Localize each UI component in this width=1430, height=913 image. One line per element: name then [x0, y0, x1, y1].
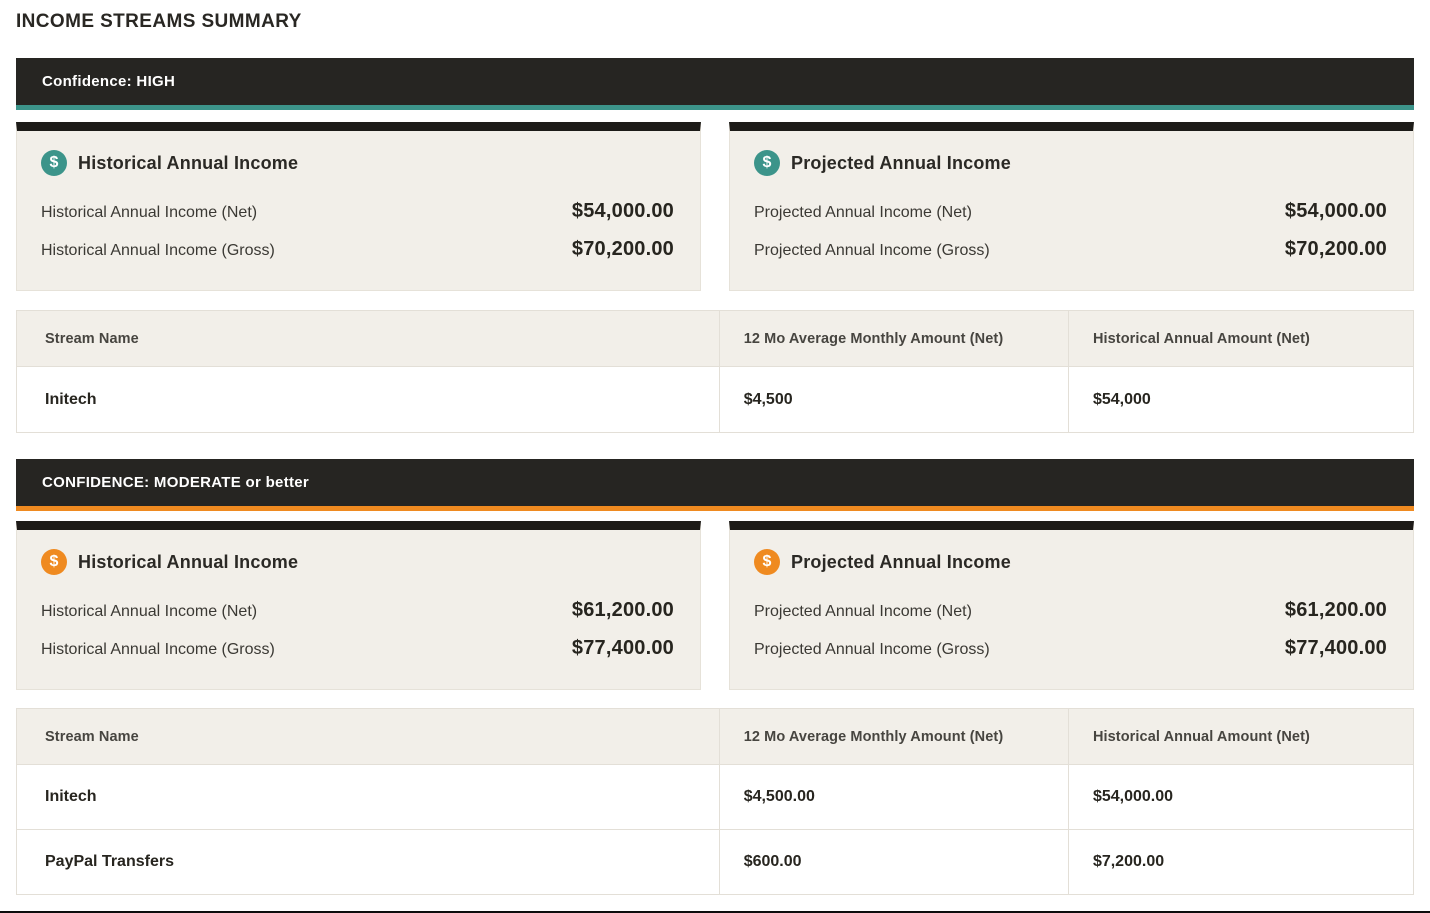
column-header-annual-amount: Historical Annual Amount (Net) [1067, 310, 1415, 367]
historical-annual-income-card: $ Historical Annual Income Historical An… [16, 122, 701, 291]
projected-annual-income-card: $ Projected Annual Income Projected Annu… [729, 521, 1414, 690]
summary-cards-row: $ Historical Annual Income Historical An… [16, 521, 1414, 690]
table-header-row: Stream Name 12 Mo Average Monthly Amount… [16, 310, 1415, 367]
card-row: Historical Annual Income (Gross) $77,400… [41, 637, 674, 660]
card-row: Projected Annual Income (Net) $54,000.00 [754, 200, 1387, 223]
card-title: Projected Annual Income [791, 551, 1011, 572]
table-row: PayPal Transfers $600.00 $7,200.00 [16, 829, 1415, 895]
card-row-label: Historical Annual Income (Gross) [41, 641, 275, 658]
column-header-monthly-amount: 12 Mo Average Monthly Amount (Net) [718, 708, 1069, 765]
cell-monthly-amount: $600.00 [718, 829, 1069, 895]
confidence-banner-label: CONFIDENCE: MODERATE or better [42, 474, 310, 491]
table-header-row: Stream Name 12 Mo Average Monthly Amount… [16, 708, 1415, 765]
dollar-circle-icon: $ [754, 150, 780, 176]
dollar-circle-icon: $ [41, 150, 67, 176]
income-streams-table-moderate: Stream Name 12 Mo Average Monthly Amount… [16, 708, 1415, 895]
card-header: $ Historical Annual Income [41, 150, 674, 176]
card-row-label: Projected Annual Income (Net) [754, 603, 972, 620]
cell-stream-name: Initech [16, 366, 720, 433]
card-row-value: $61,200.00 [1284, 599, 1387, 621]
cell-stream-name: PayPal Transfers [16, 829, 720, 895]
confidence-banner-label: Confidence: HIGH [42, 73, 176, 90]
card-row-label: Historical Annual Income (Net) [41, 603, 258, 620]
card-row-value: $70,200.00 [571, 238, 674, 260]
card-row: Projected Annual Income (Gross) $77,400.… [754, 637, 1387, 660]
card-row-value: $77,400.00 [1284, 637, 1387, 659]
column-header-annual-amount: Historical Annual Amount (Net) [1067, 708, 1415, 765]
card-row-label: Historical Annual Income (Net) [41, 204, 258, 221]
table-row: Initech $4,500.00 $54,000.00 [16, 764, 1415, 830]
card-row-label: Projected Annual Income (Net) [754, 204, 972, 221]
cell-annual-amount: $54,000.00 [1067, 764, 1415, 830]
dollar-circle-icon: $ [41, 549, 67, 575]
cell-annual-amount: $54,000 [1067, 366, 1415, 433]
cell-stream-name: Initech [16, 764, 720, 830]
card-row-value: $70,200.00 [1284, 238, 1387, 260]
card-title: Historical Annual Income [78, 152, 299, 173]
card-row-value: $54,000.00 [571, 200, 674, 222]
bottom-bar [0, 911, 1430, 913]
confidence-accent-underline [16, 105, 1414, 110]
confidence-banner-high: Confidence: HIGH [16, 58, 1414, 105]
cell-monthly-amount: $4,500 [718, 366, 1069, 433]
section-confidence-high: Confidence: HIGH $ Historical Annual Inc… [16, 58, 1415, 433]
card-header: $ Projected Annual Income [754, 150, 1387, 176]
card-title: Historical Annual Income [78, 551, 299, 572]
income-streams-summary-page: INCOME STREAMS SUMMARY Confidence: HIGH … [0, 11, 1430, 895]
historical-annual-income-card: $ Historical Annual Income Historical An… [16, 521, 701, 690]
card-row: Historical Annual Income (Net) $61,200.0… [41, 599, 674, 622]
card-header: $ Historical Annual Income [41, 549, 674, 575]
cell-annual-amount: $7,200.00 [1067, 829, 1415, 895]
section-confidence-moderate: CONFIDENCE: MODERATE or better $ Histori… [16, 459, 1415, 895]
card-row-label: Projected Annual Income (Gross) [754, 641, 990, 658]
card-row-label: Projected Annual Income (Gross) [754, 242, 990, 259]
card-row-label: Historical Annual Income (Gross) [41, 242, 275, 259]
card-row: Historical Annual Income (Gross) $70,200… [41, 238, 674, 261]
income-streams-table-high: Stream Name 12 Mo Average Monthly Amount… [16, 310, 1415, 433]
cell-monthly-amount: $4,500.00 [718, 764, 1069, 830]
column-header-monthly-amount: 12 Mo Average Monthly Amount (Net) [718, 310, 1069, 367]
table-row: Initech $4,500 $54,000 [16, 366, 1415, 433]
card-row: Projected Annual Income (Gross) $70,200.… [754, 238, 1387, 261]
column-header-stream-name: Stream Name [16, 708, 720, 765]
card-header: $ Projected Annual Income [754, 549, 1387, 575]
confidence-banner-moderate: CONFIDENCE: MODERATE or better [16, 459, 1414, 506]
confidence-accent-underline [16, 506, 1414, 511]
projected-annual-income-card: $ Projected Annual Income Projected Annu… [729, 122, 1414, 291]
card-row: Historical Annual Income (Net) $54,000.0… [41, 200, 674, 223]
page-title: INCOME STREAMS SUMMARY [16, 11, 302, 32]
dollar-circle-icon: $ [754, 549, 780, 575]
card-row-value: $54,000.00 [1284, 200, 1387, 222]
card-title: Projected Annual Income [791, 152, 1011, 173]
summary-cards-row: $ Historical Annual Income Historical An… [16, 122, 1414, 291]
card-row: Projected Annual Income (Net) $61,200.00 [754, 599, 1387, 622]
column-header-stream-name: Stream Name [16, 310, 720, 367]
card-row-value: $61,200.00 [571, 599, 674, 621]
card-row-value: $77,400.00 [571, 637, 674, 659]
